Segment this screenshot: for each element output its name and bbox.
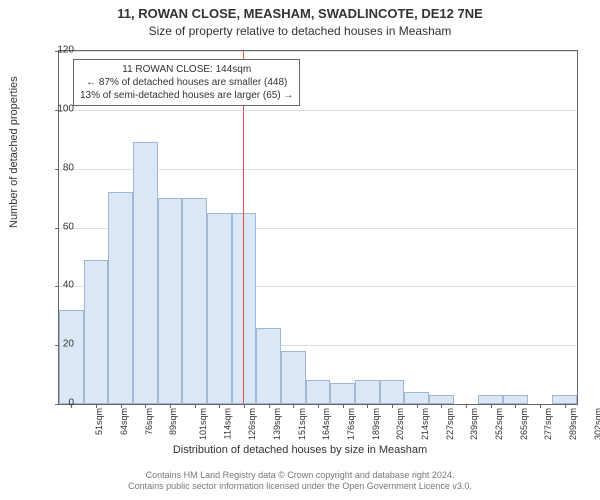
y-tick-label: 60 bbox=[44, 221, 74, 232]
x-tick-label: 126sqm bbox=[247, 408, 257, 440]
y-tick-label: 20 bbox=[44, 339, 74, 350]
histogram-bar bbox=[478, 395, 503, 404]
x-tick-label: 114sqm bbox=[222, 408, 232, 439]
x-tick-mark bbox=[466, 404, 467, 408]
histogram-bar bbox=[380, 380, 405, 404]
x-tick-mark bbox=[441, 404, 442, 408]
histogram-bar bbox=[330, 383, 355, 404]
x-tick-label: 289sqm bbox=[568, 408, 578, 440]
histogram-bar bbox=[133, 142, 158, 404]
annotation-line2: ← 87% of detached houses are smaller (44… bbox=[86, 77, 287, 88]
x-tick-label: 227sqm bbox=[445, 408, 455, 440]
chart-title-main: 11, ROWAN CLOSE, MEASHAM, SWADLINCOTE, D… bbox=[0, 6, 600, 21]
histogram-chart: 11, ROWAN CLOSE, MEASHAM, SWADLINCOTE, D… bbox=[0, 0, 600, 500]
annotation-line3: 13% of semi-detached houses are larger (… bbox=[80, 90, 293, 101]
x-tick-label: 189sqm bbox=[371, 408, 381, 440]
x-tick-label: 176sqm bbox=[346, 408, 356, 440]
x-tick-mark bbox=[195, 404, 196, 408]
x-tick-mark bbox=[219, 404, 220, 408]
y-tick-label: 40 bbox=[44, 280, 74, 291]
x-tick-mark bbox=[565, 404, 566, 408]
x-tick-label: 89sqm bbox=[168, 408, 178, 435]
histogram-bar bbox=[404, 392, 429, 404]
x-tick-label: 202sqm bbox=[395, 408, 405, 440]
copyright-line2: Contains public sector information licen… bbox=[128, 481, 472, 491]
x-tick-label: 239sqm bbox=[469, 408, 479, 440]
y-tick-label: 0 bbox=[44, 398, 74, 409]
x-tick-label: 164sqm bbox=[321, 408, 331, 440]
x-tick-label: 76sqm bbox=[144, 408, 154, 435]
histogram-bar bbox=[182, 198, 207, 404]
x-tick-label: 265sqm bbox=[519, 408, 529, 440]
x-tick-mark bbox=[540, 404, 541, 408]
gridline bbox=[59, 51, 577, 52]
copyright-line1: Contains HM Land Registry data © Crown c… bbox=[146, 470, 455, 480]
histogram-bar bbox=[355, 380, 380, 404]
histogram-bar bbox=[281, 351, 306, 404]
histogram-bar bbox=[59, 310, 84, 404]
x-tick-mark bbox=[392, 404, 393, 408]
x-tick-mark bbox=[491, 404, 492, 408]
x-tick-label: 64sqm bbox=[119, 408, 129, 435]
x-tick-mark bbox=[515, 404, 516, 408]
gridline bbox=[59, 110, 577, 111]
y-tick-label: 120 bbox=[44, 45, 74, 56]
histogram-bar bbox=[552, 395, 577, 404]
histogram-bar bbox=[306, 380, 331, 404]
x-tick-label: 252sqm bbox=[494, 408, 504, 440]
histogram-bar bbox=[503, 395, 528, 404]
x-axis-label: Distribution of detached houses by size … bbox=[0, 444, 600, 456]
plot-area: 11 ROWAN CLOSE: 144sqm ← 87% of detached … bbox=[58, 50, 578, 405]
histogram-bar bbox=[256, 328, 281, 404]
y-tick-label: 80 bbox=[44, 162, 74, 173]
x-tick-mark bbox=[318, 404, 319, 408]
y-axis-label: Number of detached properties bbox=[8, 76, 20, 228]
x-tick-mark bbox=[417, 404, 418, 408]
chart-title-sub: Size of property relative to detached ho… bbox=[0, 24, 600, 38]
x-tick-mark bbox=[367, 404, 368, 408]
x-tick-label: 302sqm bbox=[593, 408, 600, 440]
x-tick-mark bbox=[293, 404, 294, 408]
x-tick-label: 101sqm bbox=[198, 408, 208, 440]
histogram-bar bbox=[232, 213, 257, 404]
x-tick-label: 139sqm bbox=[272, 408, 282, 440]
x-tick-label: 214sqm bbox=[420, 408, 430, 440]
annotation-box: 11 ROWAN CLOSE: 144sqm ← 87% of detached … bbox=[73, 59, 300, 106]
x-tick-label: 151sqm bbox=[297, 408, 307, 440]
copyright-notice: Contains HM Land Registry data © Crown c… bbox=[0, 470, 600, 492]
y-tick-label: 100 bbox=[44, 103, 74, 114]
x-tick-label: 51sqm bbox=[94, 408, 104, 435]
x-tick-mark bbox=[244, 404, 245, 408]
x-tick-mark bbox=[343, 404, 344, 408]
histogram-bar bbox=[108, 192, 133, 404]
histogram-bar bbox=[429, 395, 454, 404]
histogram-bar bbox=[158, 198, 183, 404]
histogram-bar bbox=[207, 213, 232, 404]
annotation-line1: 11 ROWAN CLOSE: 144sqm bbox=[122, 64, 251, 75]
histogram-bar bbox=[84, 260, 109, 404]
x-tick-label: 277sqm bbox=[543, 408, 553, 440]
x-tick-mark bbox=[269, 404, 270, 408]
